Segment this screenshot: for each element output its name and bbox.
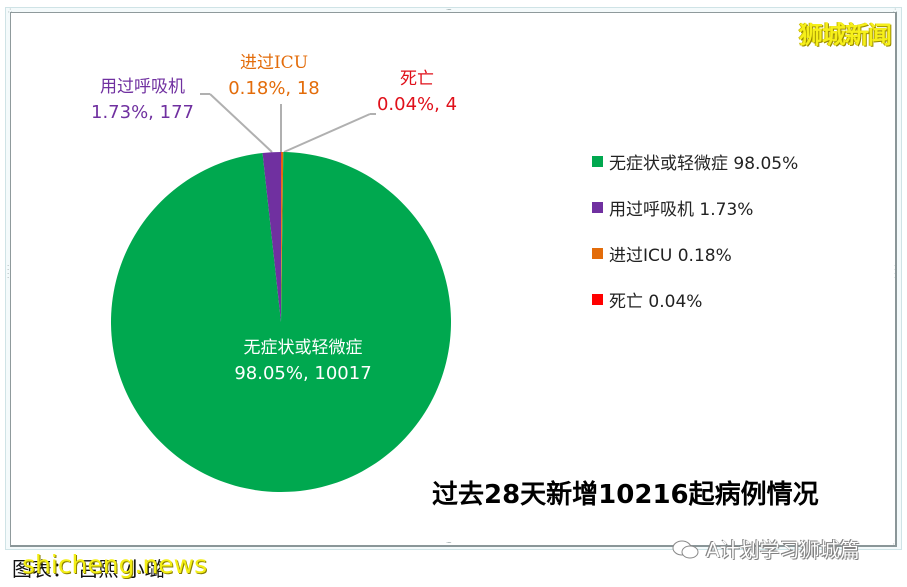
wechat-icon: [672, 539, 700, 559]
data-label-death: 死亡 0.04%, 4: [376, 69, 458, 115]
watermark-shicheng-url: shicheng.news: [22, 550, 208, 579]
resize-handle-top[interactable]: ····: [446, 6, 452, 14]
legend-item-death[interactable]: 死亡 0.04%: [592, 276, 798, 322]
slice-icu[interactable]: [281, 152, 284, 322]
resize-handle-top-right[interactable]: ∴: [893, 7, 898, 15]
data-label-ventilator: 用过呼吸机 1.73%, 177: [91, 77, 194, 123]
legend-swatch-orange: [592, 247, 603, 259]
resize-handle-bottom[interactable]: ····: [446, 539, 452, 547]
data-label-mild: 无症状或轻微症 98.05%, 10017: [234, 338, 372, 384]
resize-handle-top-left[interactable]: ∴: [8, 7, 13, 15]
resize-handle-left[interactable]: · · · ·: [7, 262, 9, 282]
legend-item-icu[interactable]: 进过ICU 0.18%: [592, 230, 798, 276]
legend-swatch-red: [592, 293, 603, 305]
data-label-icu: 进过ICU 0.18%, 18: [228, 53, 320, 99]
watermark-shicheng-news: 狮城新闻: [799, 21, 892, 49]
pie-slices: [111, 152, 451, 492]
legend-swatch-purple: [592, 201, 603, 213]
chart-title: 过去28天新增10216起病例情况: [432, 480, 819, 510]
slice-ventilator[interactable]: [262, 152, 281, 322]
watermark-wechat: A计划学习狮城篇: [672, 534, 860, 563]
legend-item-ventilator[interactable]: 用过呼吸机 1.73%: [592, 184, 798, 230]
resize-handle-right[interactable]: · · · ·: [894, 262, 896, 282]
legend-item-mild[interactable]: 无症状或轻微症 98.05%: [592, 138, 798, 184]
legend-swatch-green: [592, 155, 603, 167]
slice-mild[interactable]: [111, 152, 451, 492]
chart-legend: 无症状或轻微症 98.05% 用过呼吸机 1.73% 进过ICU 0.18% 死…: [592, 138, 798, 322]
figure-caption: 图表： 吕熙 小璐: [12, 557, 165, 581]
resize-handle-bottom-right[interactable]: ∴: [893, 539, 898, 547]
